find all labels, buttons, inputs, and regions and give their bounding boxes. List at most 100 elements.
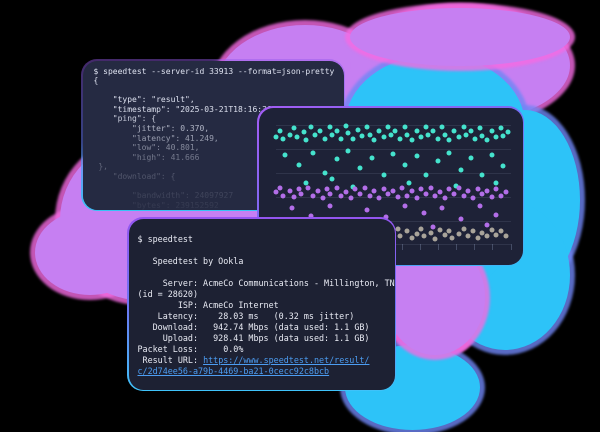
cyan-dot <box>414 153 419 159</box>
gray-dot <box>503 233 509 239</box>
purple-dot <box>277 185 283 191</box>
cyan-dot <box>453 183 459 189</box>
result-url-link-line2[interactable]: c/2d74ee56-a79b-4469-ba21-0cecc92c8bcb <box>137 365 330 376</box>
cyan-dot <box>359 133 365 139</box>
gray-dot <box>484 233 490 239</box>
purple-dot <box>334 185 340 191</box>
cyan-dot <box>479 133 485 139</box>
gray-dot <box>475 235 481 241</box>
x-axis-tick <box>420 244 422 251</box>
cyan-dot <box>329 176 335 182</box>
purple-dot <box>503 189 509 195</box>
cyan-dot <box>423 124 429 130</box>
cyan-dot <box>463 132 469 138</box>
cyan-dot <box>301 129 307 135</box>
speedtest-terminal-body: $ speedtest Speedtest by Ookla Server: A… <box>128 218 395 390</box>
purple-dot <box>305 185 311 191</box>
purple-dot <box>402 203 408 209</box>
purple-dot <box>320 195 325 201</box>
purple-dot <box>289 205 295 211</box>
cyan-dot <box>472 136 478 142</box>
speedtest-terminal-window: $ speedtest Speedtest by Ookla Server: A… <box>127 217 396 391</box>
cyan-dot <box>500 133 506 139</box>
gray-dot <box>479 230 485 236</box>
x-axis-tick <box>510 244 512 251</box>
cyan-dot <box>477 125 483 131</box>
purple-dot <box>298 191 304 197</box>
cyan-dot <box>458 167 464 173</box>
cyan-dot <box>479 172 485 178</box>
gray-dot <box>409 235 415 241</box>
gray-dot <box>465 233 471 239</box>
cyan-dot <box>310 150 316 156</box>
gray-dot <box>498 228 504 234</box>
cyan-dot <box>414 128 419 134</box>
cyan-dot <box>409 137 415 143</box>
result-url-link[interactable]: https://www.speedtest.net/result/ <box>203 354 370 365</box>
cyan-dot <box>435 136 441 142</box>
purple-dot <box>367 193 372 199</box>
cyan-dot <box>446 150 452 156</box>
purple-dot <box>461 193 466 199</box>
cyan-dot <box>484 137 490 143</box>
cyan-dot <box>329 132 335 138</box>
purple-dot <box>423 191 429 197</box>
purple-dot <box>280 193 286 199</box>
x-axis-tick <box>456 244 458 251</box>
cyan-dot <box>371 137 377 143</box>
cyan-dot <box>343 123 349 129</box>
x-axis-tick <box>474 244 476 251</box>
cyan-dot <box>489 152 495 158</box>
gridline <box>275 173 511 175</box>
cyan-dot <box>277 128 283 134</box>
cyan-dot <box>392 128 398 134</box>
purple-dot <box>432 193 438 199</box>
gray-dot <box>449 235 455 241</box>
x-axis-tick <box>402 244 404 251</box>
purple-dot <box>446 186 452 192</box>
purple-dot <box>352 186 358 192</box>
purple-dot <box>357 191 363 197</box>
purple-dot <box>430 224 436 230</box>
cyan-dot <box>385 124 391 130</box>
gray-dot <box>493 232 499 238</box>
purple-dot <box>484 188 490 194</box>
purple-dot <box>310 193 316 199</box>
gridline <box>275 149 511 151</box>
purple-dot <box>477 203 483 209</box>
x-axis-tick <box>438 244 440 251</box>
cyan-dot <box>430 128 436 134</box>
purple-dot <box>364 207 370 213</box>
result-url-label: Result URL: <box>137 354 204 365</box>
cyan-dot <box>350 184 356 190</box>
cyan-dot <box>327 124 333 130</box>
cyan-dot <box>376 128 382 134</box>
cyan-dot <box>456 134 462 140</box>
cyan-dot <box>406 180 412 186</box>
purple-dot <box>291 194 297 200</box>
gray-dot <box>470 228 476 234</box>
gray-dot <box>437 227 443 233</box>
cyan-dot <box>397 136 403 142</box>
cyan-dot <box>282 152 288 158</box>
cyan-dot <box>294 134 300 140</box>
purple-dot <box>385 191 391 197</box>
cyan-dot <box>489 128 495 134</box>
purple-dot <box>343 189 349 195</box>
cyan-dot <box>355 127 361 133</box>
cyan-dot <box>312 132 318 138</box>
purple-dot <box>362 185 368 191</box>
purple-dot <box>376 195 382 201</box>
purple-dot <box>418 186 424 192</box>
gray-dot <box>397 233 403 239</box>
cyan-dot <box>388 132 394 138</box>
purple-dot <box>338 193 344 199</box>
cyan-dot <box>287 132 293 138</box>
cyan-dot <box>461 124 466 130</box>
cyan-dot <box>317 128 323 134</box>
purple-dot <box>470 195 476 201</box>
cyan-dot <box>369 155 375 161</box>
gray-dot <box>446 228 452 234</box>
purple-dot <box>399 185 405 191</box>
gray-dot <box>432 236 438 242</box>
